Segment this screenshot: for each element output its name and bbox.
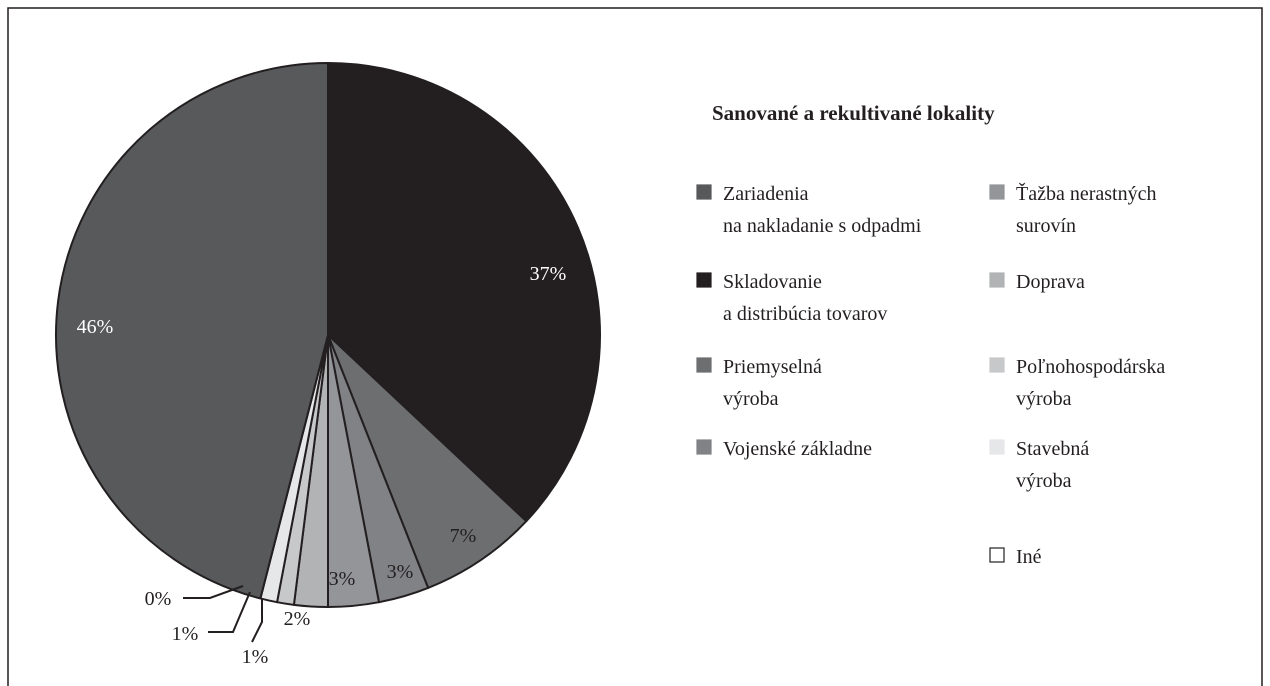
legend-label: Ťažba nerastných — [1016, 182, 1156, 205]
legend-label: Stavebná — [1016, 438, 1089, 460]
value-label: 2% — [284, 608, 311, 630]
legend-label: Poľnohospodárska — [1016, 356, 1165, 378]
legend-label: surovín — [1016, 215, 1076, 237]
legend-label: na nakladanie s odpadmi — [723, 215, 922, 237]
legend-swatch — [696, 184, 712, 200]
legend-label: Zariadenia — [723, 183, 809, 205]
value-label: 46% — [77, 316, 114, 338]
value-label: 1% — [172, 623, 199, 645]
legend-label: výroba — [1016, 470, 1072, 492]
value-label: 37% — [530, 263, 567, 285]
legend-swatch — [696, 439, 712, 455]
legend-swatch — [989, 272, 1005, 288]
value-label: 1% — [242, 646, 269, 668]
leader-line — [251, 598, 263, 643]
value-label: 7% — [450, 525, 477, 547]
legend-label: výroba — [723, 388, 779, 410]
legend-label: Doprava — [1016, 271, 1085, 293]
legend-swatch — [696, 272, 712, 288]
legend-label: Priemyselná — [723, 356, 822, 378]
chart-title: Sanované a rekultivané lokality — [712, 101, 995, 125]
legend-swatch — [989, 357, 1005, 373]
legend-swatch — [989, 184, 1005, 200]
value-label: 0% — [145, 588, 172, 610]
legend-swatch — [696, 357, 712, 373]
pie-slice — [55, 62, 329, 600]
value-label: 3% — [387, 561, 414, 583]
leader-line — [208, 591, 251, 633]
legend-label: výroba — [1016, 388, 1072, 410]
frame — [7, 7, 1263, 686]
legend-label: a distribúcia tovarov — [723, 303, 887, 325]
legend-swatch — [989, 439, 1005, 455]
legend-label: Vojenské základne — [723, 438, 872, 460]
value-label: 3% — [329, 568, 356, 590]
leader-line — [183, 585, 244, 599]
legend-label: Iné — [1016, 546, 1042, 568]
legend-label: Skladovanie — [723, 271, 822, 293]
legend-swatch — [989, 547, 1005, 563]
pie-slice — [327, 62, 601, 523]
pie-slice — [327, 334, 528, 589]
